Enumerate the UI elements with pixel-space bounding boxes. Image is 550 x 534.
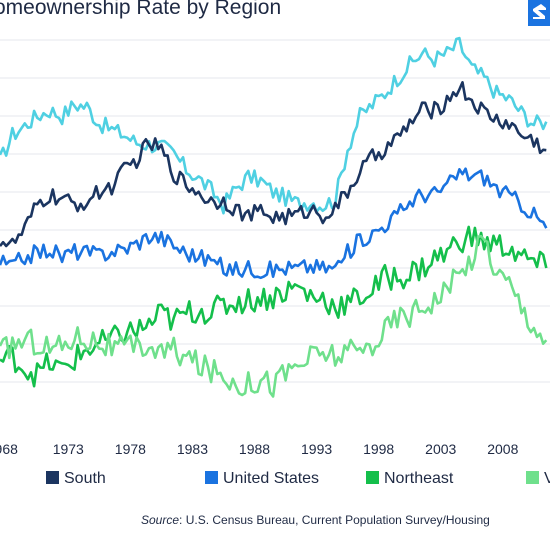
- legend-swatch-west: [526, 471, 539, 484]
- legend-item-west: V: [526, 470, 550, 488]
- line-chart: 968 1973 1978 1983 1988 1993 1998 2003 2008: [0, 36, 550, 457]
- legend-swatch-south: [46, 471, 59, 484]
- source-text: : U.S. Census Bureau, Current Population…: [179, 513, 490, 527]
- chart-title: omeownership Rate by Region: [0, 0, 282, 19]
- x-tick-label: 2003: [425, 441, 456, 457]
- legend-label-united-states: United States: [223, 470, 320, 487]
- legend-label-northeast: Northeast: [384, 470, 454, 487]
- legend-item-united-states: United States: [205, 470, 319, 488]
- series-line-south: [0, 81, 547, 248]
- legend-label-west: V: [544, 470, 550, 487]
- source-note: Source: U.S. Census Bureau, Current Popu…: [141, 513, 490, 527]
- series-line-united_states: [0, 167, 548, 280]
- series-line-west: [0, 234, 548, 398]
- legend-item-south: South: [46, 470, 106, 488]
- x-tick-label: 2008: [487, 441, 518, 457]
- legend-swatch-northeast: [366, 471, 379, 484]
- series-line-midwest: [0, 36, 548, 215]
- x-tick-label: 1988: [239, 441, 270, 457]
- x-tick-label: 1973: [53, 441, 84, 457]
- legend-item-northeast: Northeast: [366, 470, 453, 488]
- x-tick-label: 1993: [301, 441, 332, 457]
- series-line-northeast: [0, 225, 548, 388]
- legend-swatch-united-states: [205, 471, 218, 484]
- x-tick-label: 1998: [363, 441, 394, 457]
- x-tick-label: 1983: [177, 441, 208, 457]
- zillow-logo: [528, 0, 550, 26]
- legend-label-south: South: [64, 470, 106, 487]
- x-tick-label: 968: [0, 441, 18, 457]
- source-label: Source: [141, 513, 180, 527]
- x-tick-label: 1978: [115, 441, 146, 457]
